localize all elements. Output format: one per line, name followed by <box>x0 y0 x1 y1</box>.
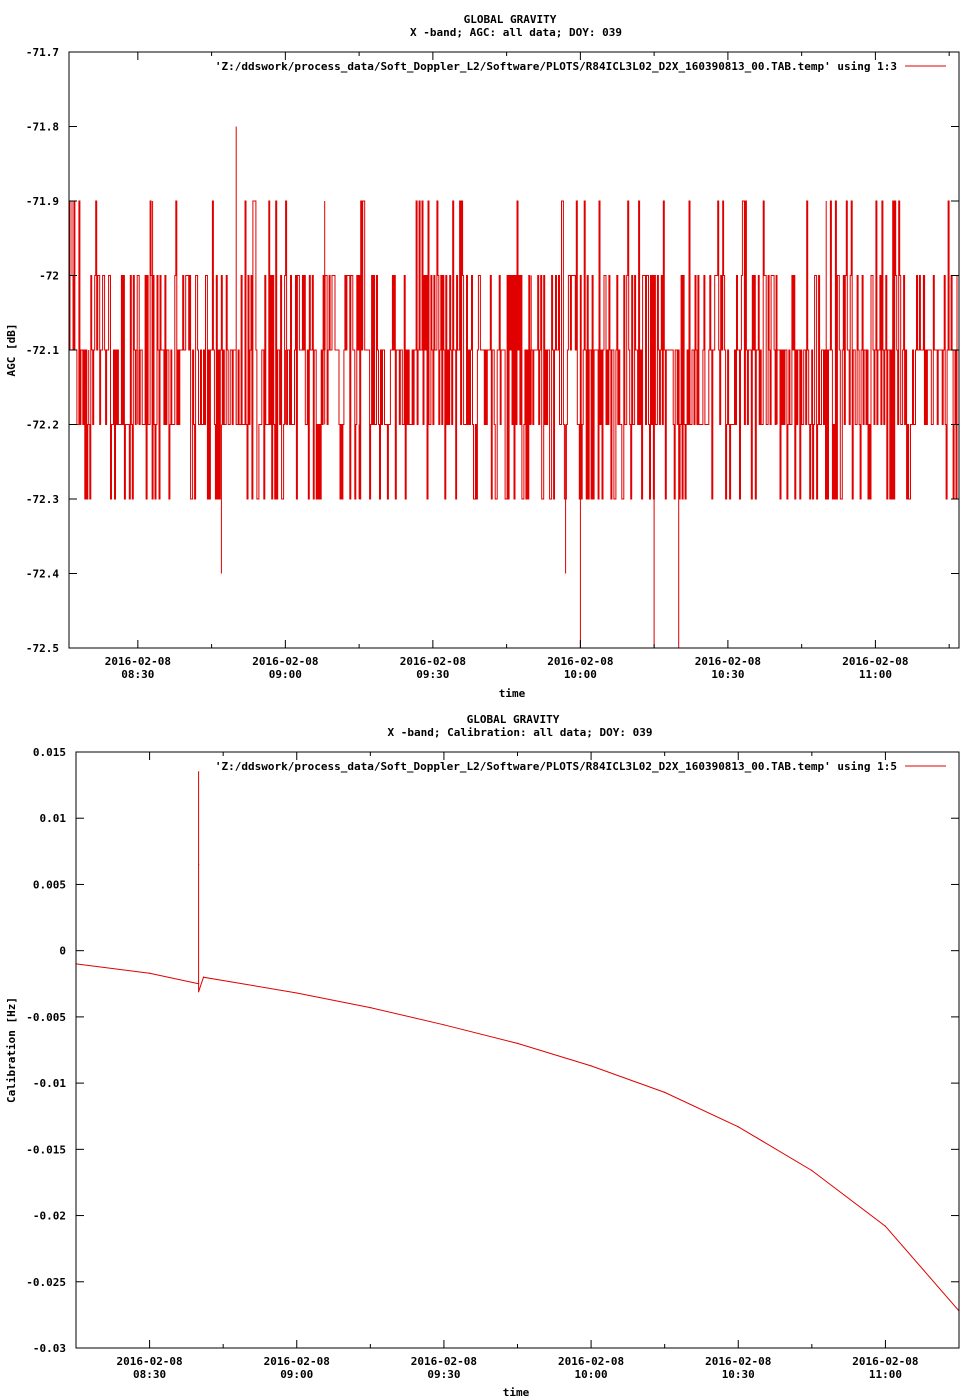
agc-y-tick-label: -72.1 <box>26 344 59 357</box>
calibration-series-path <box>75 771 960 1312</box>
calibration-data-point <box>737 1126 739 1128</box>
calibration-data-point <box>664 1091 666 1093</box>
agc-legend-label: 'Z:/ddswork/process_data/Soft_Doppler_L2… <box>215 60 897 73</box>
calibration-x-tick-label-time: 10:00 <box>575 1368 608 1381</box>
agc-y-tick-label: -72.3 <box>26 493 59 506</box>
calibration-y-tick-label: 0.01 <box>40 812 67 825</box>
agc-series-line <box>69 126 960 648</box>
calibration-x-tick-label-time: 09:30 <box>427 1368 460 1381</box>
calibration-y-tick-label: -0.005 <box>26 1011 66 1024</box>
calibration-data-point <box>198 991 200 993</box>
agc-x-tick-label-date: 2016-02-08 <box>400 655 466 668</box>
agc-x-tick-label-date: 2016-02-08 <box>105 655 171 668</box>
agc-x-tick-label-time: 10:00 <box>564 668 597 681</box>
calibration-x-tick-label-time: 10:30 <box>722 1368 755 1381</box>
agc-y-tick-label: -72.5 <box>26 642 59 655</box>
calibration-y-tick-label: 0 <box>59 945 66 958</box>
agc-x-tick-label-date: 2016-02-08 <box>252 655 318 668</box>
calibration-y-tick-label: 0.005 <box>33 878 66 891</box>
calibration-y-tick-label: 0.015 <box>33 746 66 759</box>
agc-chart-subtitle: X -band; AGC: all data; DOY: 039 <box>410 26 622 39</box>
agc-y-tick-label: -71.7 <box>26 46 59 59</box>
calibration-data-point <box>198 771 200 773</box>
calibration-y-tick-label: -0.02 <box>33 1210 66 1223</box>
calibration-chart: GLOBAL GRAVITY X -band; Calibration: all… <box>5 713 960 1399</box>
calibration-x-tick-label-time: 11:00 <box>869 1368 902 1381</box>
calibration-y-tick-label: -0.015 <box>26 1143 66 1156</box>
calibration-data-point <box>369 1007 371 1009</box>
agc-y-tick-label: -71.8 <box>26 121 59 134</box>
calibration-plot-frame <box>75 751 960 1349</box>
calibration-data-point <box>811 1169 813 1172</box>
calibration-x-tick-label-time: 08:30 <box>133 1368 166 1381</box>
agc-x-tick-label-date: 2016-02-08 <box>547 655 613 668</box>
agc-y-tick-label: -71.9 <box>26 195 59 208</box>
agc-y-tick-label: -72.4 <box>26 568 59 581</box>
calibration-x-tick-label-date: 2016-02-08 <box>852 1355 918 1368</box>
calibration-data-point <box>884 1225 887 1227</box>
calibration-data-point <box>516 1042 519 1044</box>
agc-x-tick-label-time: 09:00 <box>269 668 302 681</box>
calibration-axis-ticks: 0.015 0.01 0.005 0 -0.005 -0.01 -0.015 -0.02 -0.… <box>26 746 960 1381</box>
calibration-x-tick-label-date: 2016-02-08 <box>264 1355 330 1368</box>
calibration-data-point <box>148 972 151 974</box>
agc-y-tick-label: -72 <box>39 270 59 283</box>
agc-y-axis-label: AGC [dB] <box>5 324 18 377</box>
calibration-data-point <box>590 1065 592 1067</box>
agc-x-tick-label-date: 2016-02-08 <box>842 655 908 668</box>
calibration-y-tick-label: -0.025 <box>26 1276 66 1289</box>
agc-x-axis-label: time <box>499 687 526 700</box>
agc-x-tick-label-time: 11:00 <box>859 668 892 681</box>
agc-plot-frame <box>68 51 960 649</box>
calibration-legend-label: 'Z:/ddswork/process_data/Soft_Doppler_L2… <box>215 760 897 773</box>
calibration-x-tick-label-date: 2016-02-08 <box>116 1355 182 1368</box>
calibration-chart-subtitle: X -band; Calibration: all data; DOY: 039 <box>388 726 653 739</box>
agc-axis-ticks: -71.7 -71.8 -71.9 -72 -72.1 -72.2 -72.3 -72.4 -7… <box>26 46 959 681</box>
calibration-data-point <box>198 863 200 866</box>
agc-x-tick-label-time: 10:30 <box>711 668 744 681</box>
agc-x-tick-label-time: 08:30 <box>121 668 154 681</box>
agc-y-tick-label: -72.2 <box>26 419 59 432</box>
calibration-chart-title: GLOBAL GRAVITY <box>467 713 560 726</box>
calibration-data-point <box>296 992 298 994</box>
calibration-series-line <box>75 771 960 1312</box>
calibration-x-tick-label-date: 2016-02-08 <box>558 1355 624 1368</box>
calibration-y-tick-label: -0.01 <box>33 1077 66 1090</box>
agc-x-tick-label-time: 09:30 <box>416 668 449 681</box>
calibration-y-axis-label: Calibration [Hz] <box>5 997 18 1103</box>
calibration-y-tick-label: -0.03 <box>33 1342 66 1355</box>
calibration-x-axis-label: time <box>503 1386 530 1399</box>
calibration-x-tick-label-date: 2016-02-08 <box>411 1355 477 1368</box>
calibration-x-tick-label-date: 2016-02-08 <box>705 1355 771 1368</box>
calibration-data-point <box>202 976 205 978</box>
agc-x-tick-label-date: 2016-02-08 <box>695 655 761 668</box>
calibration-data-point <box>443 1024 445 1026</box>
agc-chart-title: GLOBAL GRAVITY <box>464 13 557 26</box>
agc-series-path <box>69 126 960 648</box>
calibration-data-point <box>198 983 200 985</box>
agc-chart: GLOBAL GRAVITY X -band; AGC: all data; D… <box>5 13 960 700</box>
calibration-x-tick-label-time: 09:00 <box>280 1368 313 1381</box>
